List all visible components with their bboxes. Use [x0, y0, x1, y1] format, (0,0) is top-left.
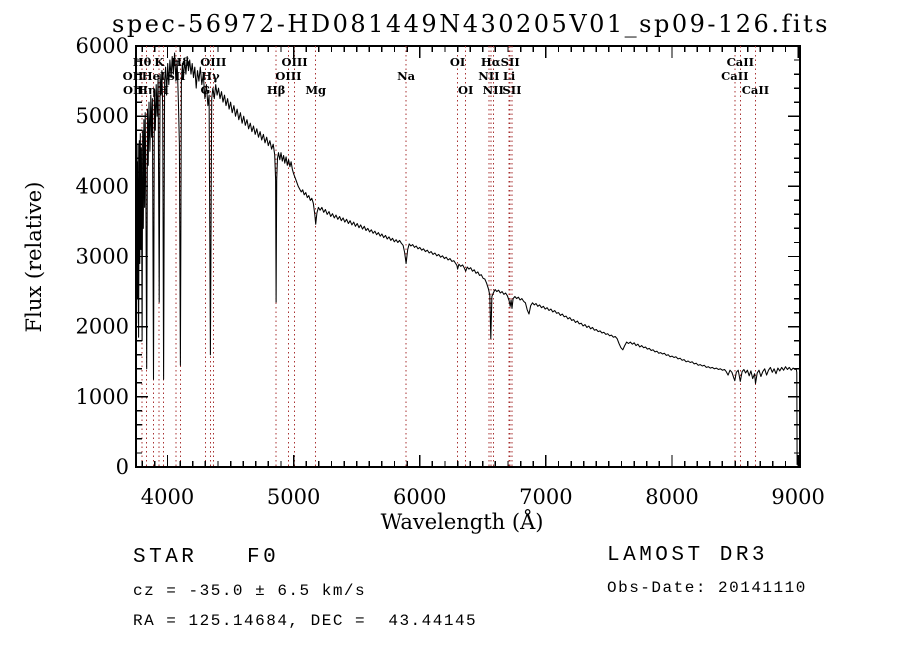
object-class-text: STAR	[133, 546, 197, 569]
spectral-line-label: NII	[478, 69, 499, 83]
page-title: spec-56972-HD081449N430205V01_sp09-126.f…	[112, 10, 830, 38]
spectral-line-label: Hθ	[133, 55, 152, 69]
y-tick-label: 3000	[76, 245, 129, 269]
spectral-line-label: SII	[167, 69, 186, 83]
spectral-line-label: Hγ	[201, 69, 220, 83]
spectral-line-label: G	[200, 83, 210, 97]
spectral-line-label: Hδ	[171, 55, 190, 69]
y-tick-label: 2000	[76, 315, 129, 339]
obs-date-text: Obs-Date: 20141110	[607, 579, 807, 597]
x-axis-title: Wavelength (Å)	[381, 509, 544, 534]
ra-dec-text: RA = 125.14684, DEC = 43.44145	[133, 612, 477, 630]
y-tick-label: 0	[116, 455, 129, 479]
spectral-line-label: SII	[502, 83, 521, 97]
spectral-line-label: OI	[458, 83, 473, 97]
axis-ticks: 4000 5000 6000 7000 8000 9000 0 1000 2000 3000 400…	[76, 34, 825, 509]
spectral-line-label: Na	[397, 69, 416, 83]
spectrum-trace	[135, 52, 798, 465]
spectral-line-label: Hη	[137, 83, 156, 97]
spectral-line-label: CaII	[721, 69, 748, 83]
spectral-line-label: OIII	[200, 55, 226, 69]
y-tick-label: 4000	[76, 174, 129, 198]
spectral-line-label: Mg	[305, 83, 326, 97]
x-tick-label: 4000	[141, 485, 194, 509]
spectral-line-label: H	[158, 83, 169, 97]
x-tick-label: 5000	[267, 485, 320, 509]
spectral-line-label: OIII	[275, 69, 301, 83]
y-tick-label: 1000	[76, 385, 129, 409]
spectral-line-label: OI	[450, 55, 465, 69]
survey-release-text: LAMOST DR3	[607, 544, 768, 567]
spectral-line-label: HeI	[142, 69, 166, 83]
spectrum-line	[135, 52, 798, 465]
cz-velocity-text: cz = -35.0 ± 6.5 km/s	[133, 582, 366, 600]
y-axis-title: Flux (relative)	[22, 182, 46, 333]
spectral-line-labels: OIIOIIHθHηHeIKHSIIHδGHγOIIIHβOIIIOIIIMgN…	[123, 55, 770, 97]
x-tick-label: 7000	[519, 485, 572, 509]
y-tick-label: 6000	[76, 34, 129, 58]
spectral-line-label: NII	[483, 83, 504, 97]
spectral-line-label: Hβ	[267, 83, 286, 97]
spectral-line-label: OIII	[281, 55, 307, 69]
spectral-line-label: SII	[501, 55, 520, 69]
spectral-line-label: OII	[123, 69, 144, 83]
spectral-line-label: CaII	[742, 83, 769, 97]
x-tick-label: 6000	[393, 485, 446, 509]
y-tick-label: 5000	[76, 104, 129, 128]
spectral-line-label: OII	[123, 83, 144, 97]
spectral-line-label: Li	[503, 69, 516, 83]
spectral-line-label: K	[154, 55, 165, 69]
object-subclass-text: F0	[247, 546, 279, 569]
x-tick-label: 9000	[771, 485, 824, 509]
spectral-line-label: Hα	[481, 55, 501, 69]
x-tick-label: 8000	[645, 485, 698, 509]
spectral-line-label: CaII	[727, 55, 754, 69]
